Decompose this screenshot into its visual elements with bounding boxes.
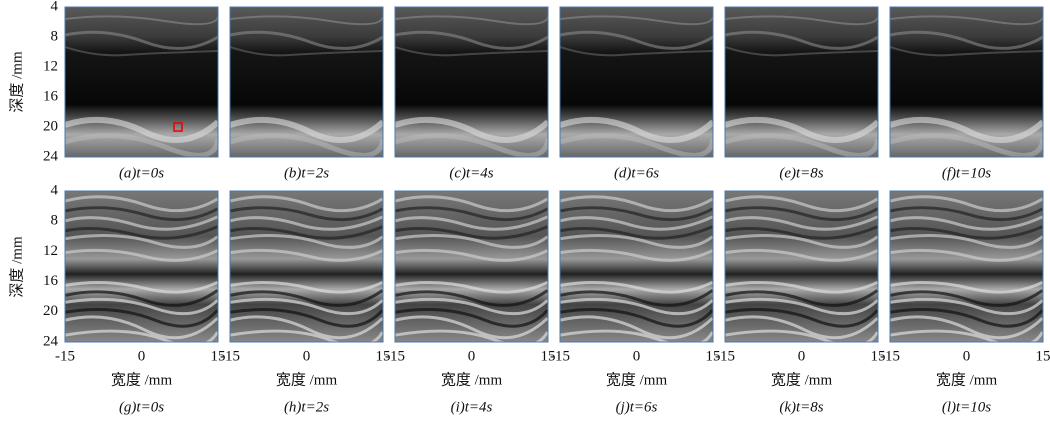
y-tick-label: 4 bbox=[51, 0, 59, 14]
figure: 深度 /mm 深度 /mm 4 8 12 16 20 24 (a)t=0s (b)t=2s (c… bbox=[0, 0, 1050, 421]
x-axis-label: 宽度 /mm bbox=[936, 371, 998, 388]
y-tick-label: 24 bbox=[43, 333, 59, 349]
x-axis-label: 宽度 /mm bbox=[441, 371, 503, 388]
x-tick-label: 0 bbox=[303, 348, 311, 364]
x-tick-label: 0 bbox=[138, 348, 146, 364]
panel-image bbox=[231, 191, 383, 346]
y-tick-label: 16 bbox=[43, 273, 59, 289]
x-tick-label: 0 bbox=[798, 348, 806, 364]
panel-caption: (j)t=6s bbox=[616, 399, 658, 415]
panel-image bbox=[891, 191, 1043, 346]
panel-caption: (i)t=4s bbox=[451, 399, 493, 415]
panel-caption: (k)t=8s bbox=[779, 399, 823, 415]
x-tick-label: -15 bbox=[880, 348, 900, 364]
x-tick-label: 0 bbox=[468, 348, 476, 364]
panel-caption: (e)t=8s bbox=[779, 165, 823, 181]
panel-caption: (b)t=2s bbox=[284, 165, 329, 181]
x-tick-label: -15 bbox=[55, 348, 75, 364]
panel-caption: (g)t=0s bbox=[119, 399, 164, 415]
y-tick-label: 8 bbox=[51, 213, 59, 229]
y-tick-label: 24 bbox=[43, 148, 59, 164]
y-tick-label: 8 bbox=[51, 28, 59, 44]
panel-image bbox=[66, 191, 218, 346]
y-tick-label: 4 bbox=[51, 182, 59, 198]
y-tick-label: 20 bbox=[43, 118, 58, 134]
panel-caption: (c)t=4s bbox=[449, 165, 493, 181]
x-tick-label: -15 bbox=[220, 348, 240, 364]
panel-image bbox=[890, 7, 1043, 157]
x-tick-label: 0 bbox=[633, 348, 641, 364]
y-tick-label: 12 bbox=[43, 243, 58, 259]
panel-caption: (f)t=10s bbox=[942, 165, 991, 181]
x-axis-label: 宽度 /mm bbox=[111, 371, 173, 388]
panel-image bbox=[65, 7, 218, 157]
panel-image bbox=[725, 7, 878, 157]
x-tick-label: 15 bbox=[1036, 348, 1050, 364]
x-tick-label: -15 bbox=[385, 348, 405, 364]
panel-caption: (h)t=2s bbox=[284, 399, 329, 415]
x-tick-label: 0 bbox=[963, 348, 971, 364]
x-axis-label: 宽度 /mm bbox=[771, 371, 833, 388]
panel-image bbox=[396, 191, 548, 346]
x-tick-label: -15 bbox=[550, 348, 570, 364]
panel-caption: (d)t=6s bbox=[614, 165, 659, 181]
panel-image bbox=[726, 191, 878, 346]
y-tick-label: 12 bbox=[43, 58, 58, 74]
panel-image bbox=[561, 191, 713, 346]
y-tick-label: 20 bbox=[43, 303, 58, 319]
y-axis-label: 深度 /mm bbox=[8, 51, 25, 113]
y-axis-label: 深度 /mm bbox=[8, 236, 25, 298]
x-axis-label: 宽度 /mm bbox=[276, 371, 338, 388]
panel-image bbox=[230, 7, 383, 157]
panel-caption: (l)t=10s bbox=[942, 399, 991, 415]
panel-image bbox=[560, 7, 713, 157]
y-tick-label: 16 bbox=[43, 88, 59, 104]
x-axis-label: 宽度 /mm bbox=[606, 371, 668, 388]
panel-image bbox=[395, 7, 548, 157]
x-tick-label: -15 bbox=[715, 348, 735, 364]
panel-caption: (a)t=0s bbox=[119, 165, 164, 181]
